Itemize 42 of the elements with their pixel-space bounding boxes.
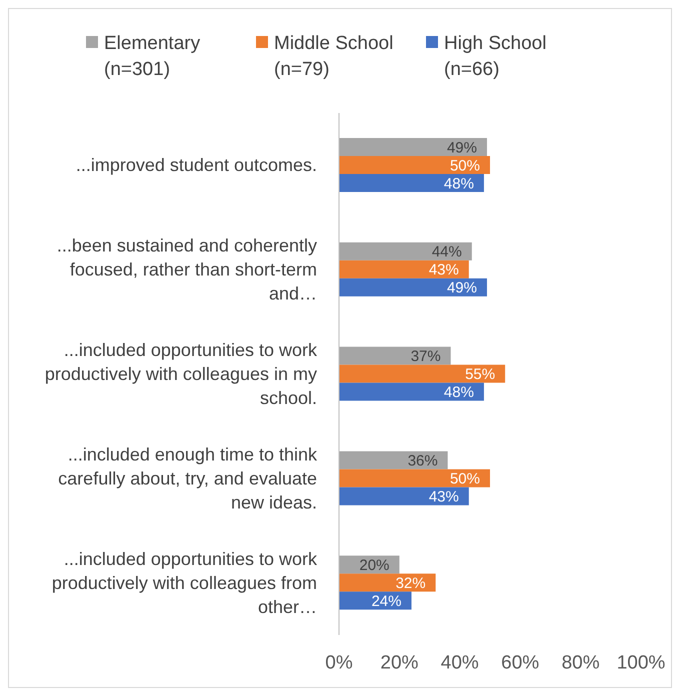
data-label: 37% xyxy=(410,348,441,366)
x-tick-label: 80% xyxy=(562,652,600,674)
y-tick-label: ...improved student outcomes. xyxy=(76,155,317,176)
data-label: 36% xyxy=(408,452,438,470)
y-tick-label: ...included enough time to think carefully about, try, and evaluate new ideas. xyxy=(58,444,318,512)
bar xyxy=(339,260,469,278)
bar xyxy=(339,174,484,192)
bar xyxy=(339,138,487,156)
data-label: 48% xyxy=(444,175,474,192)
x-tick-label: 0% xyxy=(325,652,353,674)
data-label: 50% xyxy=(450,157,480,174)
bar xyxy=(339,469,490,488)
y-tick-label: ...been sustained and coherently focused, rather than short-term and… xyxy=(56,236,317,304)
y-tick-label: ...included opportunities to work productively with colleagues from other… xyxy=(52,548,318,617)
bar xyxy=(339,346,451,365)
data-label: 20% xyxy=(359,556,390,574)
legend-label: High School (n=66) xyxy=(444,32,548,82)
bar xyxy=(339,156,490,174)
x-tick-label: 60% xyxy=(501,652,540,674)
bar xyxy=(339,382,484,401)
data-label: 50% xyxy=(450,470,480,488)
data-label: 24% xyxy=(371,592,402,610)
x-tick-label: 100% xyxy=(616,652,666,674)
data-label: 43% xyxy=(428,488,459,506)
legend-label: Elementary (n=301) xyxy=(104,32,202,82)
bar xyxy=(339,487,469,506)
data-label: 48% xyxy=(444,384,474,402)
legend-label: Middle School (n=79) xyxy=(274,32,394,82)
bar xyxy=(339,451,448,470)
bar xyxy=(339,242,472,260)
x-tick-label: 20% xyxy=(380,652,419,674)
data-label: 55% xyxy=(465,366,496,384)
data-label: 44% xyxy=(432,244,462,261)
data-label: 49% xyxy=(446,280,477,297)
x-tick-label: 40% xyxy=(440,652,479,674)
data-label: 43% xyxy=(428,262,459,279)
y-tick-label: ...included opportunities to work productively with colleagues in my school. xyxy=(44,340,318,408)
data-label: 32% xyxy=(396,574,426,592)
data-label: 49% xyxy=(446,139,477,156)
bar xyxy=(339,574,436,592)
bar xyxy=(339,364,506,383)
bar xyxy=(339,278,487,296)
